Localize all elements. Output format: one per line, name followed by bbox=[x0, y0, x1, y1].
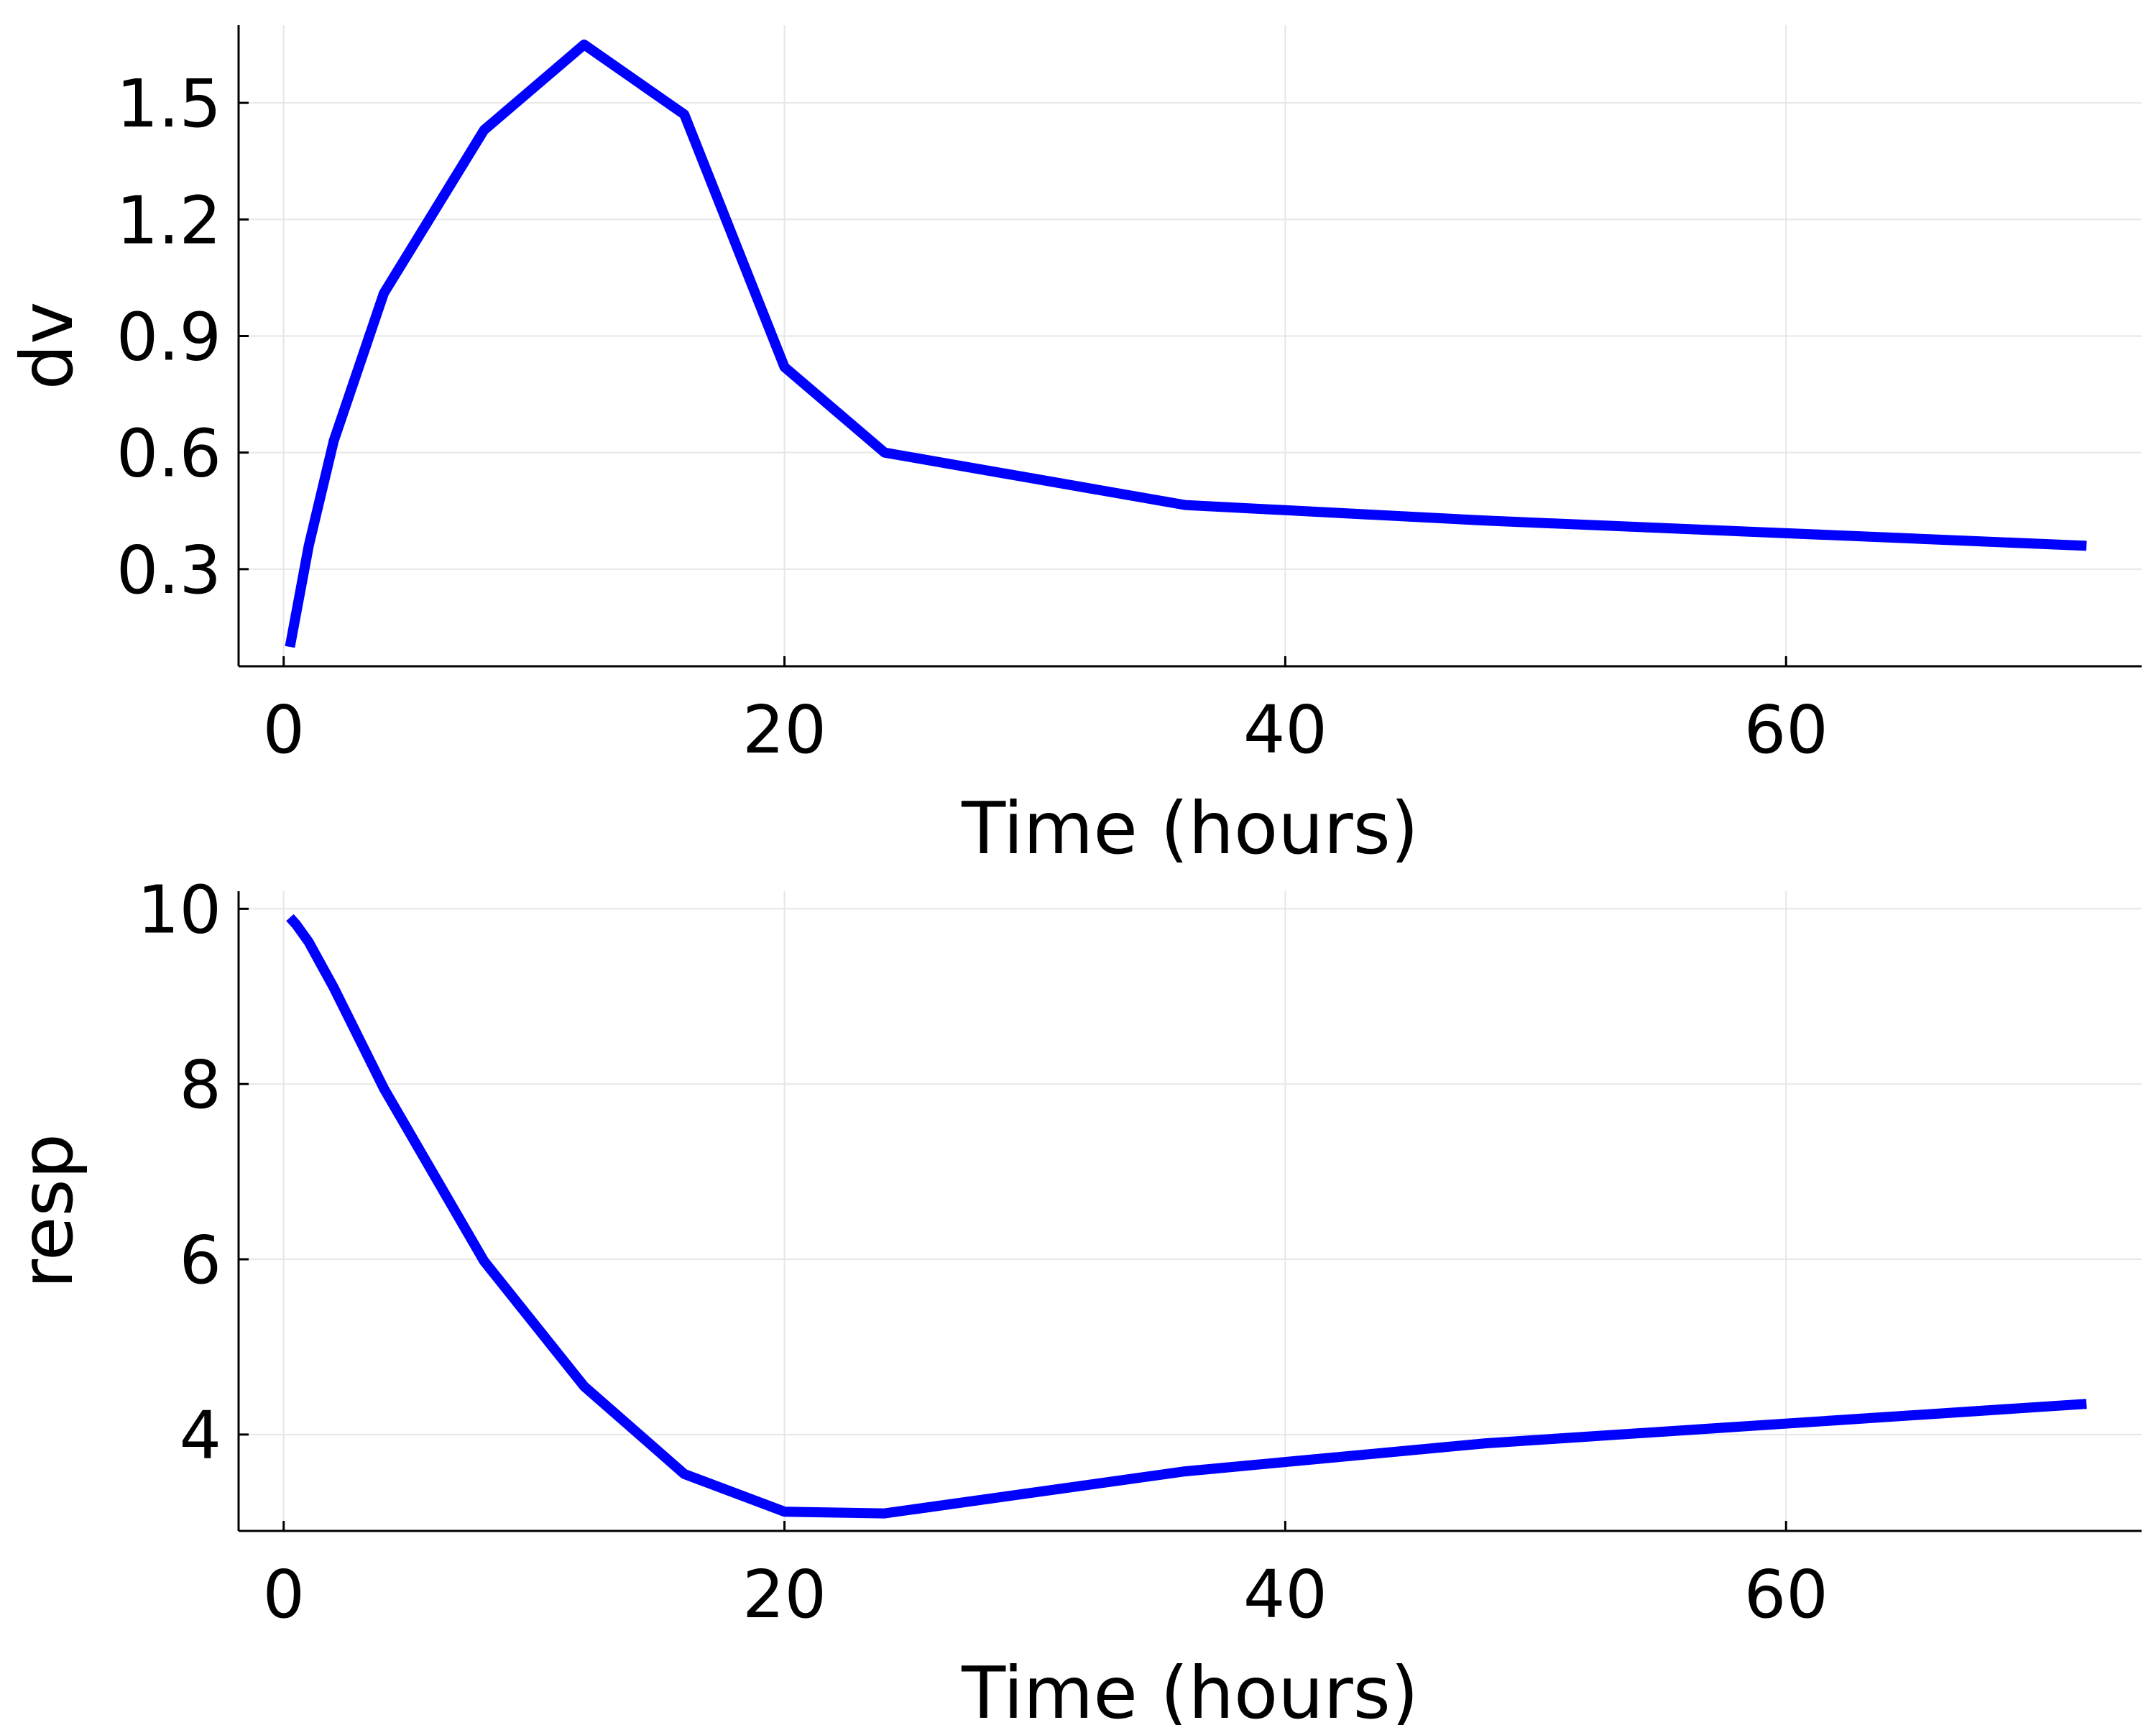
dv-x-ticks: 0 20 40 60 bbox=[262, 656, 1828, 768]
dv-x-tick-label: 20 bbox=[742, 691, 826, 768]
resp-series bbox=[286, 914, 2087, 1519]
resp-x-tick-label: 60 bbox=[1744, 1556, 1828, 1633]
dv-series-line bbox=[285, 40, 2087, 648]
resp-y-ticks: 4 6 8 10 bbox=[137, 871, 249, 1474]
resp-y-axis-label: resp bbox=[5, 1133, 89, 1289]
dv-y-tick-label: 1.5 bbox=[116, 65, 221, 142]
dv-x-axis-label: Time (hours) bbox=[961, 786, 1419, 870]
resp-x-ticks: 0 20 40 60 bbox=[262, 1521, 1828, 1633]
dv-x-tick-label: 0 bbox=[262, 691, 305, 768]
resp-y-tick-label: 8 bbox=[179, 1046, 221, 1123]
dv-x-tick-label: 60 bbox=[1744, 691, 1828, 768]
resp-subplot: 0 20 40 60 4 6 8 10 Time (hours) resp bbox=[5, 871, 2142, 1725]
dv-grid bbox=[239, 25, 2142, 666]
resp-x-tick-label: 0 bbox=[262, 1556, 305, 1633]
resp-grid bbox=[239, 891, 2142, 1531]
dv-y-tick-label: 1.2 bbox=[116, 182, 221, 259]
dv-subplot: 0 20 40 60 0.3 0.6 0.9 1.2 1.5 Time (hours) dv bbox=[5, 25, 2142, 870]
dv-x-tick-label: 40 bbox=[1243, 691, 1327, 768]
dv-y-tick-label: 0.6 bbox=[116, 415, 221, 492]
dv-y-ticks: 0.3 0.6 0.9 1.2 1.5 bbox=[116, 65, 249, 609]
resp-y-tick-label: 10 bbox=[137, 871, 221, 948]
dv-y-tick-label: 0.9 bbox=[116, 298, 221, 375]
resp-y-tick-label: 4 bbox=[179, 1397, 221, 1474]
resp-series-line bbox=[286, 914, 2087, 1519]
dv-axes bbox=[237, 25, 2142, 668]
resp-x-tick-label: 20 bbox=[742, 1556, 826, 1633]
resp-x-tick-label: 40 bbox=[1243, 1556, 1327, 1633]
dv-series bbox=[285, 40, 2087, 648]
resp-x-axis-label: Time (hours) bbox=[961, 1651, 1419, 1725]
resp-y-tick-label: 6 bbox=[179, 1222, 221, 1299]
dv-y-axis-label: dv bbox=[5, 302, 89, 390]
resp-axes bbox=[237, 891, 2142, 1532]
dv-y-tick-label: 0.3 bbox=[116, 532, 221, 609]
